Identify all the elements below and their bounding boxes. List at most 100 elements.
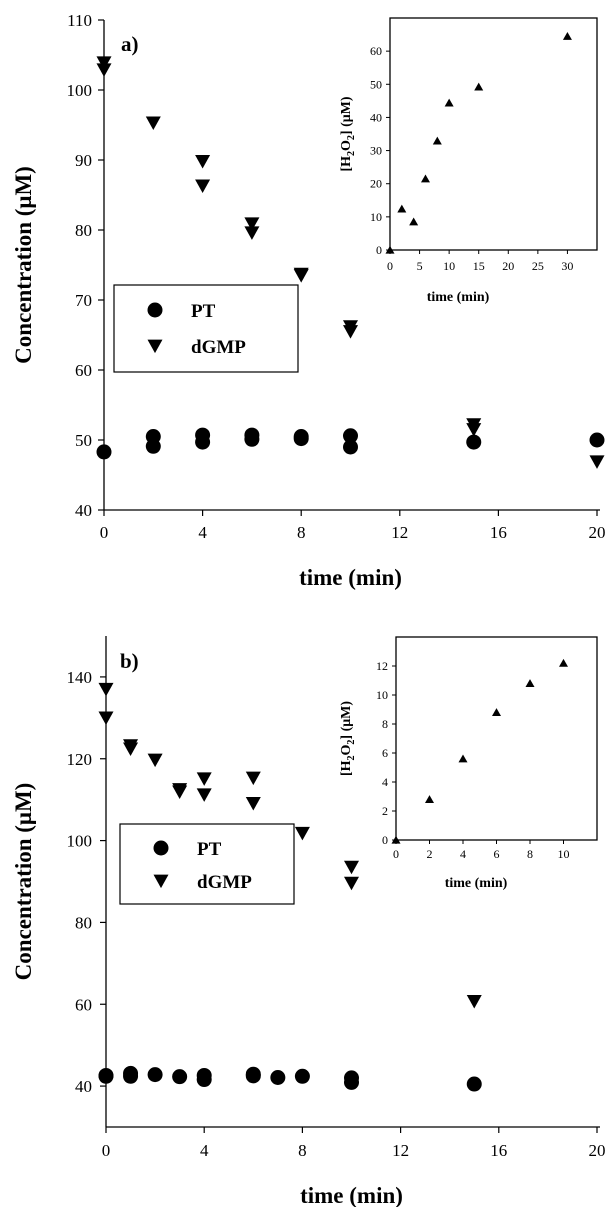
- y-tick-label: 80: [75, 221, 92, 240]
- inset-chart: 0 2 4 6 8 10 12 0 2 4 6 8 10 time (min) [H2O2] (μM): [339, 636, 598, 891]
- inset-data-point: [397, 204, 407, 213]
- inset-y-tick-label: 0: [382, 833, 388, 847]
- x-tick-label: 20: [589, 523, 606, 542]
- data-point-pt: [196, 1072, 212, 1088]
- data-point-dgmp: [344, 876, 359, 891]
- data-point-dgmp: [293, 269, 309, 283]
- legend-label-dgmp: dGMP: [191, 337, 246, 358]
- x-tick-label: 0: [102, 1141, 111, 1160]
- inset-x-tick-label: 20: [502, 259, 514, 273]
- y-tick-label: 40: [75, 501, 92, 520]
- data-point-pt: [293, 431, 309, 447]
- data-point-dgmp: [343, 325, 358, 339]
- data-point-pt: [147, 1067, 163, 1083]
- x-axis-label: time (min): [300, 1183, 403, 1207]
- inset-x-tick-label: 30: [561, 259, 573, 273]
- data-point-dgmp: [244, 226, 260, 240]
- data-point-dgmp: [245, 771, 261, 786]
- data-point-dgmp: [98, 682, 114, 697]
- inset-y-tick-label: 12: [376, 659, 388, 673]
- legend-marker-pt: [147, 302, 163, 318]
- inset-y-axis-label: [H2O2] (μM): [339, 96, 357, 171]
- inset-y-axis-label: [H2O2] (μM): [339, 701, 357, 776]
- y-tick-label: 60: [75, 361, 92, 380]
- legend-label-pt: PT: [191, 301, 216, 322]
- data-point-pt: [245, 1068, 261, 1084]
- y-tick-label: 40: [75, 1077, 92, 1096]
- data-point-dgmp: [147, 753, 163, 768]
- legend-marker-pt: [153, 840, 169, 856]
- inset-y-tick-label: 0: [376, 243, 382, 257]
- legend-marker-dgmp: [153, 874, 169, 889]
- inset-data-point: [562, 31, 572, 40]
- x-tick-label: 20: [589, 1141, 606, 1160]
- data-point-dgmp: [294, 826, 310, 841]
- data-point-dgmp: [466, 423, 482, 437]
- inset-data-point: [409, 217, 419, 226]
- data-point-dgmp: [196, 772, 212, 786]
- data-point-dgmp: [195, 155, 211, 169]
- inset-data-point: [444, 98, 454, 107]
- y-axis-label: Concentration (μM): [11, 783, 36, 981]
- inset-x-axis-label: time (min): [445, 876, 508, 891]
- inset-y-tick-label: 60: [370, 44, 382, 58]
- inset-x-tick-label: 0: [387, 259, 393, 273]
- inset-y-tick-label: 4: [382, 775, 388, 789]
- inset-x-tick-label: 0: [393, 847, 399, 861]
- x-axis-label: time (min): [299, 565, 402, 590]
- inset-x-tick-label: 25: [532, 259, 544, 273]
- inset-data-point: [559, 658, 568, 667]
- data-point-dgmp: [196, 788, 212, 802]
- data-point-pt: [123, 1068, 139, 1084]
- y-tick-label: 100: [67, 81, 93, 100]
- data-point-pt: [343, 439, 358, 455]
- data-point-dgmp: [245, 796, 261, 811]
- x-tick-label: 0: [100, 523, 109, 542]
- data-point-pt: [344, 1074, 359, 1090]
- data-point-pt: [466, 434, 482, 450]
- data-point-dgmp: [96, 63, 112, 77]
- y-tick-label: 90: [75, 151, 92, 170]
- inset-y-tick-label: 8: [382, 717, 388, 731]
- inset-x-tick-label: 15: [473, 259, 485, 273]
- x-tick-label: 8: [297, 523, 306, 542]
- y-tick-label: 110: [67, 11, 92, 30]
- inset-data-point: [432, 136, 442, 145]
- data-point-pt: [244, 431, 260, 447]
- inset-x-tick-label: 4: [460, 847, 466, 861]
- inset-x-tick-label: 5: [417, 259, 423, 273]
- inset-x-axis-label: time (min): [427, 290, 490, 305]
- y-tick-label: 100: [67, 832, 93, 851]
- data-point-pt: [172, 1069, 188, 1085]
- data-point-pt: [145, 438, 161, 454]
- data-point-pt: [195, 434, 211, 450]
- legend-marker-dgmp: [147, 339, 163, 354]
- inset-x-tick-label: 10: [558, 847, 570, 861]
- inset-y-tick-label: 30: [370, 144, 382, 158]
- data-point-pt: [589, 432, 605, 448]
- panel-label: a): [121, 32, 139, 56]
- inset-data-point: [391, 835, 401, 844]
- data-point-dgmp: [589, 455, 605, 469]
- y-tick-label: 50: [75, 431, 92, 450]
- y-tick-label: 60: [75, 995, 92, 1014]
- inset-y-tick-label: 2: [382, 804, 388, 818]
- legend-label-pt: PT: [197, 839, 222, 860]
- inset-data-point: [492, 708, 501, 716]
- inset-y-tick-label: 10: [370, 210, 382, 224]
- legend-label-dgmp: dGMP: [197, 872, 252, 893]
- inset-chart: 0 10 20 30 40 50 60 0 5 10 15 20 25 30 time (min) [H2O2…: [339, 17, 598, 305]
- inset-frame: [395, 636, 598, 841]
- panel-label: b): [120, 649, 139, 673]
- inset-data-point: [420, 174, 430, 183]
- data-point-dgmp: [466, 995, 482, 1009]
- data-point-pt: [466, 1076, 482, 1092]
- data-point-dgmp: [123, 742, 139, 757]
- x-tick-label: 16: [490, 523, 507, 542]
- inset-x-tick-label: 2: [427, 847, 433, 861]
- inset-x-tick-label: 8: [527, 847, 533, 861]
- legend-box: [119, 823, 295, 905]
- data-point-dgmp: [195, 179, 211, 194]
